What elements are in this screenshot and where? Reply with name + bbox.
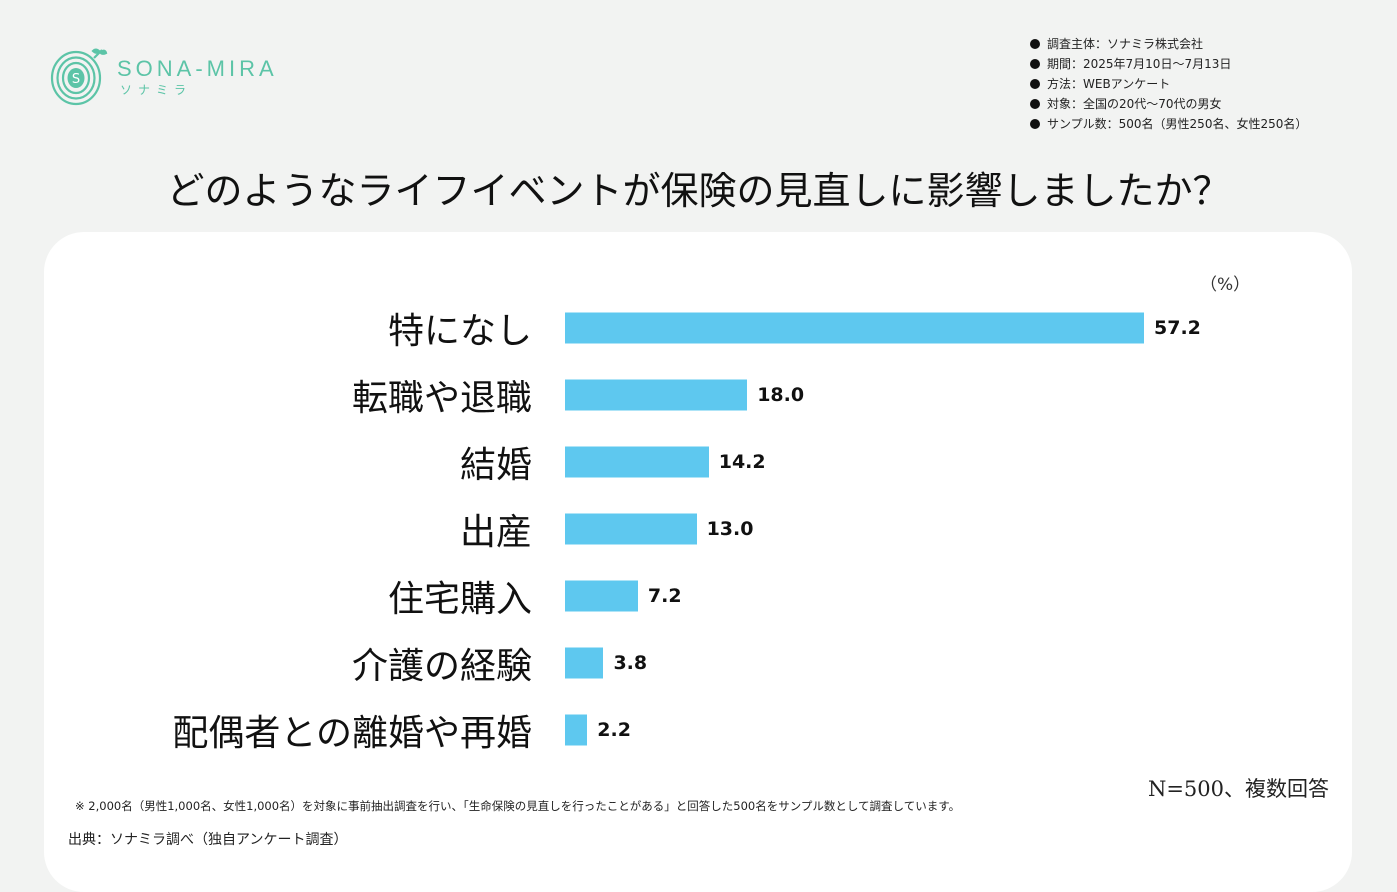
sample-size-label: N=500、複数回答	[1147, 777, 1329, 801]
category-label: 配偶者との離婚や再婚	[172, 713, 532, 754]
value-label: 13.0	[706, 518, 754, 540]
survey-info-item: サンプル数：500名（男性250名、女性250名）	[1030, 114, 1307, 134]
logo-wordmark: SONA-MIRA	[117, 56, 278, 81]
bar	[565, 312, 1144, 344]
survey-info-item: 対象：全国の20代～70代の男女	[1030, 94, 1307, 114]
chart-title: どのようなライフイベントが保険の見直しに影響しましたか？	[166, 169, 1231, 213]
value-label: 2.2	[597, 719, 631, 741]
bullet-icon	[1030, 79, 1040, 89]
source-credit: 出典：ソナミラ調べ（独自アンケート調査）	[68, 832, 348, 848]
survey-info-list: 調査主体：ソナミラ株式会社 期間：2025年7月10日～7月13日 方法：WEB…	[1030, 34, 1307, 134]
bullet-icon	[1030, 119, 1040, 129]
bar	[565, 714, 588, 746]
footnote: ※ 2,000名（男性1,000名、女性1,000名）を対象に事前抽出調査を行い…	[75, 799, 961, 813]
category-label: 結婚	[459, 445, 532, 486]
category-label: 特になし	[387, 311, 532, 352]
survey-info-item: 期間：2025年7月10日～7月13日	[1030, 54, 1307, 74]
bar	[565, 580, 638, 612]
bar	[565, 446, 709, 478]
spiral-logo-icon: S	[50, 48, 108, 106]
value-label: 57.2	[1154, 317, 1201, 339]
svg-text:S: S	[72, 72, 80, 87]
value-label: 3.8	[613, 652, 648, 674]
category-label: 転職や退職	[351, 378, 532, 419]
bullet-icon	[1030, 59, 1040, 69]
unit-label: （%）	[1200, 275, 1251, 295]
bullet-icon	[1030, 99, 1040, 109]
value-label: 18.0	[757, 384, 805, 406]
survey-info-item: 方法：WEBアンケート	[1030, 74, 1307, 94]
bar	[565, 647, 604, 679]
bullet-icon	[1030, 39, 1040, 49]
value-label: 14.2	[718, 451, 766, 473]
bar	[565, 379, 748, 411]
category-label: 介護の経験	[351, 646, 532, 687]
survey-info-item: 調査主体：ソナミラ株式会社	[1030, 34, 1307, 54]
value-label: 7.2	[647, 585, 682, 607]
bar	[565, 513, 697, 545]
logo-katakana: ソナミラ	[120, 83, 193, 97]
category-label: 出産	[459, 512, 532, 553]
category-label: 住宅購入	[387, 579, 532, 620]
brand-logo: S SONA-MIRA ソナミラ	[50, 46, 310, 106]
